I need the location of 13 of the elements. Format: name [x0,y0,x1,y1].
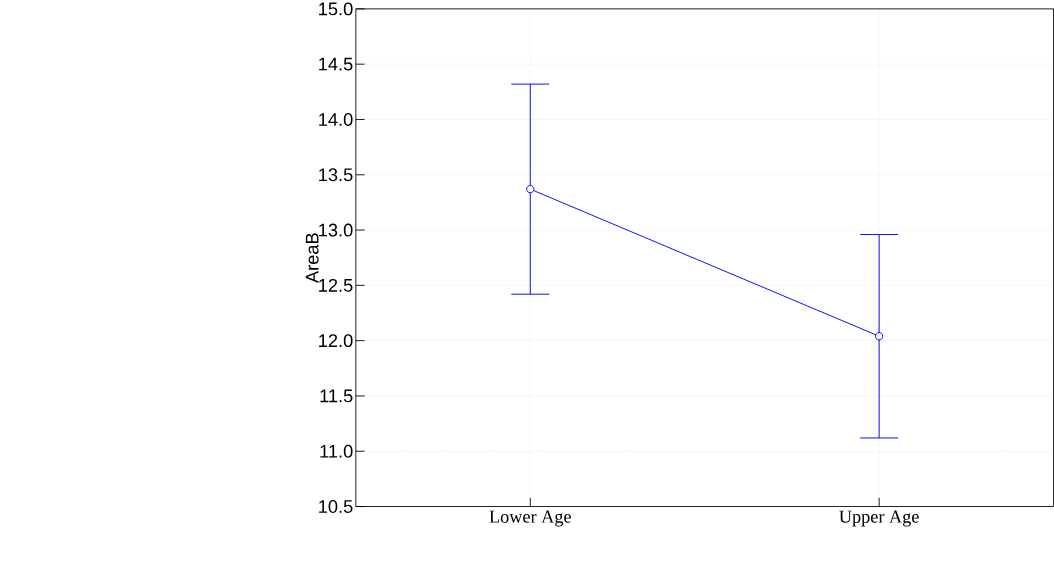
y-tick-label: 12.5 [319,279,353,292]
y-tick-label: 12.0 [319,334,353,348]
x-tick-label: Lower Age [489,510,571,527]
y-axis-title: AreaB [305,233,319,284]
y-tick-label: 10.5 [319,500,353,514]
y-tick-label: 13.0 [319,223,353,237]
y-tick-label: 11.5 [320,389,353,403]
y-tick-label: 14.5 [319,57,353,71]
y-tick-label: 15.0 [319,2,353,16]
y-tick-label: 14.0 [319,113,353,127]
y-tick-label: 13.5 [319,168,353,182]
y-tick-label: 11.0 [320,444,353,458]
x-tick-label: Upper Age [839,510,919,527]
